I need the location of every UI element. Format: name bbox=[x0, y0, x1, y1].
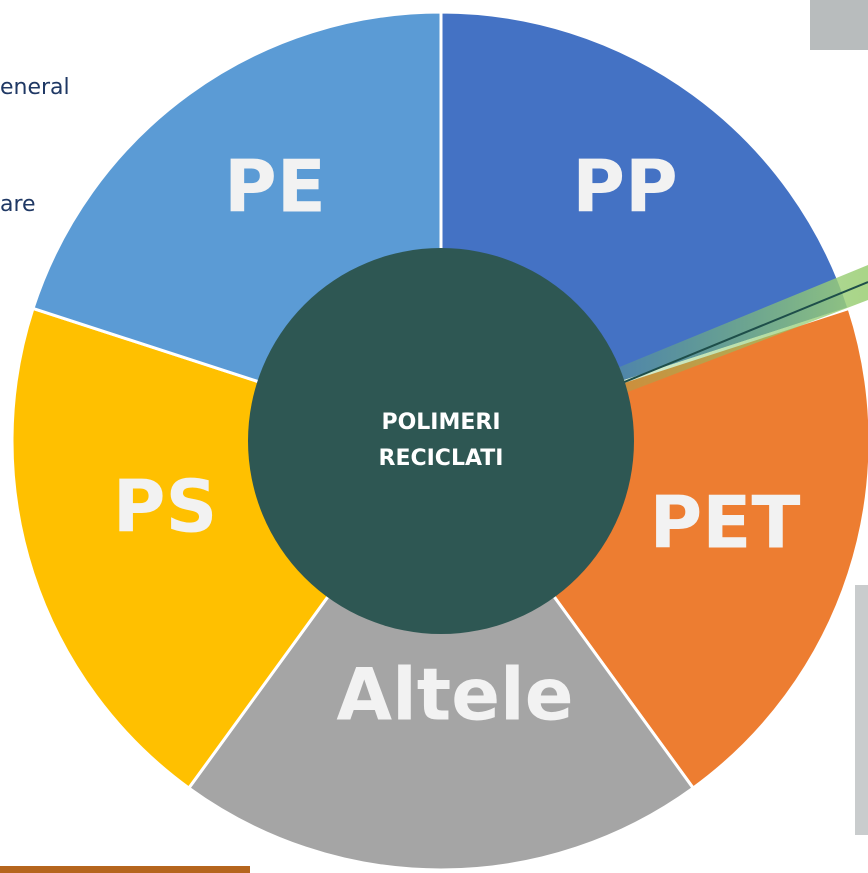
center-label: POLIMERI bbox=[381, 410, 500, 435]
side-text: eneral bbox=[0, 75, 70, 100]
photo bbox=[855, 585, 868, 835]
center-circle bbox=[248, 248, 634, 634]
segment-label: Altele bbox=[336, 653, 573, 737]
photo-strip bbox=[0, 866, 250, 873]
pie-segment bbox=[186, 438, 696, 872]
segment-label: PE bbox=[224, 145, 326, 229]
segment-label: PS bbox=[113, 465, 218, 549]
photo bbox=[810, 0, 868, 50]
segment-label: PP bbox=[572, 145, 678, 229]
segment-label: PET bbox=[649, 481, 800, 565]
side-text: are bbox=[0, 192, 36, 217]
center-label: RECICLATI bbox=[379, 446, 504, 471]
pointer-line bbox=[621, 281, 868, 384]
glow bbox=[600, 265, 868, 395]
